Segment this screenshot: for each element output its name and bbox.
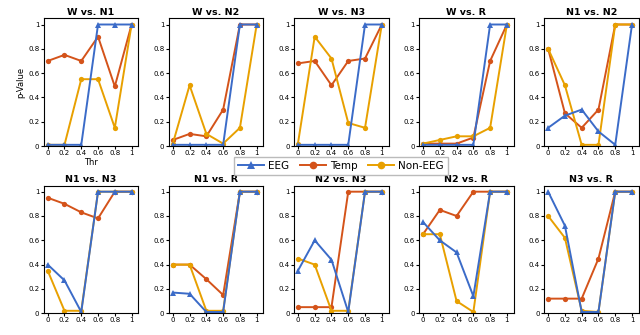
Title: N1 vs. N3: N1 vs. N3 [65,175,116,184]
Title: N1 vs. R: N1 vs. R [194,175,238,184]
Y-axis label: p-Value: p-Value [17,67,26,98]
Title: N1 vs. N2: N1 vs. N2 [566,8,617,17]
Title: W vs. N3: W vs. N3 [317,8,365,17]
Title: N2 vs. R: N2 vs. R [444,175,488,184]
Title: W vs. N1: W vs. N1 [67,8,115,17]
Title: N2 vs. N3: N2 vs. N3 [316,175,367,184]
Title: N3 vs. R: N3 vs. R [570,175,613,184]
X-axis label: Thr: Thr [84,157,98,166]
Legend: EEG, Temp, Non-EEG: EEG, Temp, Non-EEG [234,157,448,175]
Title: W vs. R: W vs. R [446,8,486,17]
Title: W vs. N2: W vs. N2 [193,8,239,17]
